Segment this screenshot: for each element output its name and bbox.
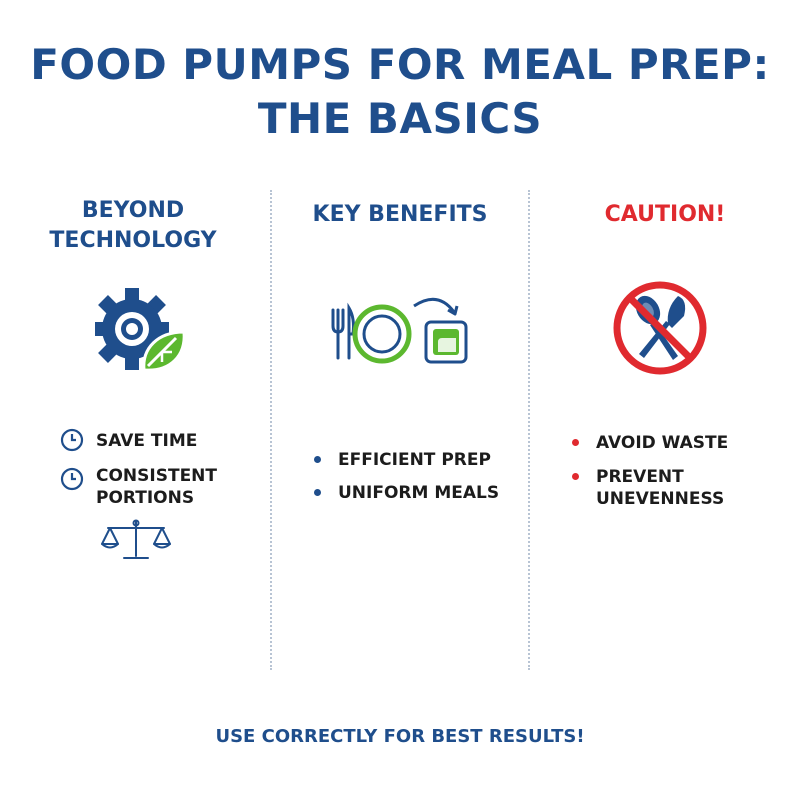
- footer-tagline: USE CORRECTLY FOR BEST RESULTS!: [215, 726, 585, 747]
- list-item: PREVENT UNEVENNESS: [596, 466, 724, 510]
- list-item-line2: UNEVENNESS: [596, 489, 725, 509]
- list-item: UNIFORM MEALS: [338, 483, 500, 503]
- bullet: [572, 473, 579, 480]
- list-item: EFFICIENT PREP: [338, 450, 491, 470]
- list-item: AVOID WASTE: [596, 433, 729, 453]
- gear-leaf-icon: [95, 288, 186, 372]
- no-utensils-icon: [613, 281, 707, 375]
- bullet: [314, 489, 321, 496]
- page-title-line2: THE BASICS: [257, 94, 543, 143]
- clock-icon: [60, 467, 84, 491]
- column-heading: KEY BENEFITS: [312, 202, 488, 227]
- column-heading: CAUTION!: [604, 202, 726, 227]
- column-divider-right: [528, 190, 530, 670]
- column-heading: BEYOND TECHNOLOGY: [0, 196, 268, 256]
- list-item-line2: PORTIONS: [96, 488, 195, 508]
- list-item: CONSISTENT PORTIONS: [96, 465, 217, 509]
- list-item-line1: PREVENT: [596, 467, 684, 487]
- column-divider-left: [270, 190, 272, 670]
- clock-icon: [60, 428, 84, 452]
- page-title-line1: FOOD PUMPS FOR MEAL PREP:: [30, 40, 770, 89]
- column-beyond-technology: BEYOND TECHNOLOGY SAVE TIME CONSISTENT: [0, 190, 270, 670]
- page-title: FOOD PUMPS FOR MEAL PREP: THE BASICS: [0, 38, 800, 146]
- column-heading-line2: TECHNOLOGY: [49, 228, 217, 253]
- list-item: SAVE TIME: [96, 431, 198, 451]
- column-key-benefits: KEY BENEFITS EFFICIENT PREP UNIFORM MEAL…: [272, 190, 528, 670]
- column-heading-line1: BEYOND: [81, 198, 185, 223]
- bullet: [572, 439, 579, 446]
- scale-icon: [101, 519, 171, 559]
- fork-knife-plate-container-icon: [331, 297, 468, 364]
- list-item-line1: CONSISTENT: [96, 466, 218, 486]
- bullet: [314, 456, 321, 463]
- column-caution: CAUTION! AVOID WASTE PREVENT UNEVENNESS: [530, 190, 800, 670]
